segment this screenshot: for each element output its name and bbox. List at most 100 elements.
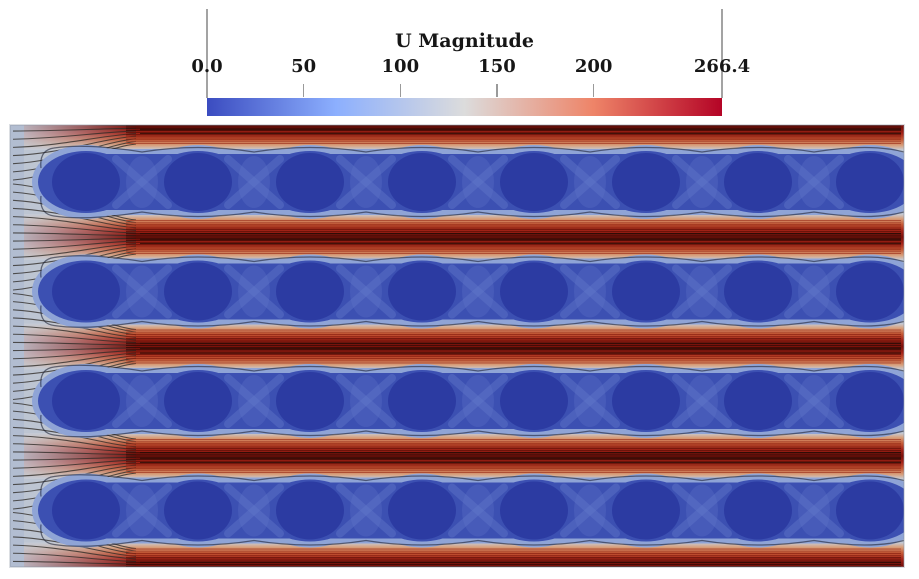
inlet-streamline [12,232,137,237]
colorbar-tick-label: 0.0 [191,56,223,77]
obstacle-low-velocity-core [388,262,456,321]
inlet-streamline [12,349,137,360]
obstacle-low-velocity-core [724,153,792,211]
wake-cross-streak [448,483,508,538]
obstacle-low-velocity-core [52,153,120,211]
inlet-streamline [12,456,137,461]
wake-waist [350,156,382,208]
wake-cross-streak [784,374,844,428]
band-edge-contour [40,255,904,278]
inlet-plenum [10,125,24,567]
band-edge-contour [40,414,904,438]
inlet-streamline [12,130,137,140]
obstacle-low-velocity-core [276,372,344,430]
wake-cross-streak [784,264,844,319]
wake-cross-streak [448,374,508,428]
wake-waist [462,156,494,208]
obstacle-low-velocity-core [724,262,792,321]
wake-cross-streak [336,374,396,428]
wake-waist [686,375,718,427]
wake-cross-streak [560,155,620,209]
inlet-streamline [12,240,137,250]
wake-waist [126,375,158,427]
jet-band [24,323,904,370]
inlet-streamline [12,451,137,456]
wake-waist [574,265,606,318]
inlet-streamline [12,352,137,368]
wake-cross-streak [560,483,620,538]
wake-cross-streak [336,483,396,538]
wake-cross-streak [112,264,172,319]
wake-cross-streak [560,264,620,319]
inlet-streamline [86,125,137,127]
wake-cross-streak [224,264,284,319]
wake-cross-streak [224,155,284,209]
inlet-streamline [12,341,137,346]
wake-cross-streak [112,374,172,428]
obstacle-low-velocity-core [388,481,456,540]
wake-cross-streak [784,155,844,209]
field-border [10,125,904,567]
wake-cross-streak [224,374,284,428]
band-edge-contour [40,305,904,328]
wake-cross-streak [560,483,620,538]
wake-cross-streak [784,374,844,428]
obstacle-low-velocity-core [52,481,120,540]
obstacle-low-velocity-core [612,153,680,211]
inlet-streamline [12,461,137,477]
inlet-streamline [12,544,137,560]
wake-cross-streak [784,264,844,319]
jet-band [24,214,904,260]
colorbar-tick-label: 150 [478,56,516,77]
inlet-streamline [12,459,137,469]
wake-cross-streak [336,483,396,538]
colorbar-gradient-bar[interactable] [207,98,722,116]
wake-cross-streak [448,374,508,428]
wake-cross-streak [448,155,508,209]
wake-cross-streak [336,374,396,428]
wake-waist [238,484,270,537]
colorbar-tick-label: 50 [291,56,317,77]
wake-waist [126,484,158,537]
wake-cross-streak [112,264,172,319]
colorbar-tick-mark [496,84,498,97]
flow-field-render-view[interactable] [9,124,905,568]
obstacle-low-velocity-core [500,481,568,540]
wake-cross-streak [672,483,732,538]
inlet-streamline [12,443,137,453]
wake-cross-streak [672,483,732,538]
obstacle-low-velocity-core [500,153,568,211]
obstacle-low-velocity-core [276,262,344,321]
colorbar-title: U Magnitude [395,30,534,52]
obstacle-low-velocity-core [724,481,792,540]
inlet-streamline [12,333,137,344]
obstacle-low-velocity-core [388,372,456,430]
obstacle-low-velocity-core [836,481,904,540]
colorbar-legend: U Magnitude 0.0 50 100 150 200 266.4 [0,0,919,125]
obstacle-low-velocity-core [500,262,568,321]
wake-cross-streak [336,155,396,209]
obstacle-low-velocity-core [164,372,232,430]
wake-cross-streak [336,155,396,209]
obstacle-low-velocity-core [164,481,232,540]
wake-waist [574,484,606,537]
band-edge-contour [40,195,904,219]
band-edge-contour [40,364,904,388]
inlet-streamline [12,216,137,232]
wake-waist [462,375,494,427]
inlet-streamline [12,560,137,565]
colorbar-tick-mark [399,84,401,97]
wake-waist [798,484,830,537]
wake-cross-streak [112,155,172,209]
obstacle-low-velocity-core [612,481,680,540]
wake-cross-streak [784,155,844,209]
wake-cross-streak [112,155,172,209]
obstacle-low-velocity-core [276,481,344,540]
wake-cross-streak [112,374,172,428]
inlet-streamline [12,237,137,242]
inlet-streamline [12,127,137,132]
obstacle-low-velocity-core [52,262,120,321]
wake-waist [686,156,718,208]
obstacle-low-velocity-core [836,372,904,430]
